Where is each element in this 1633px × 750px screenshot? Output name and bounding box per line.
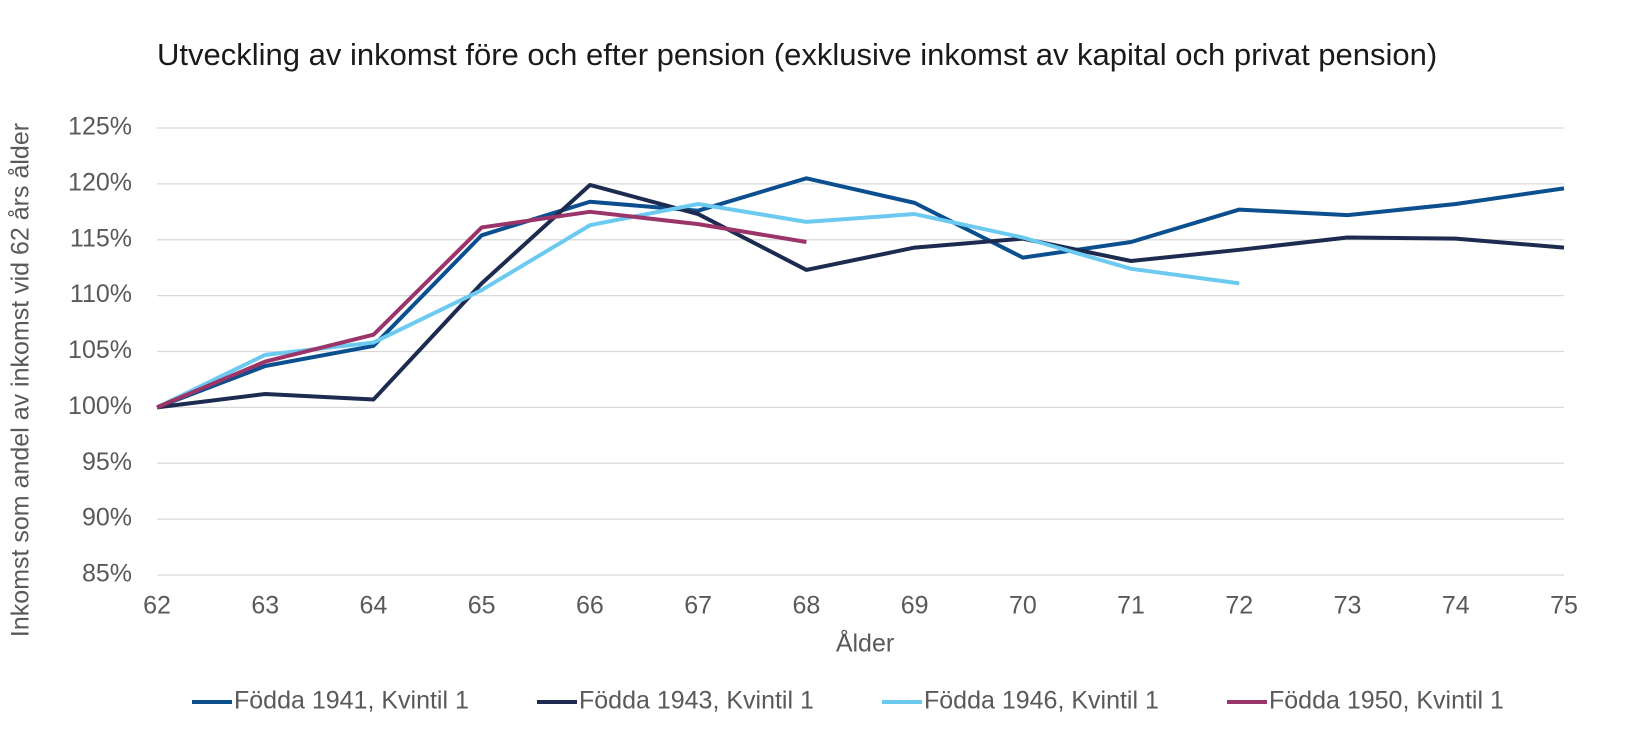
series-line <box>156 182 1565 410</box>
y-tick-label: 100% <box>68 392 132 420</box>
y-tick-label: 85% <box>82 560 132 588</box>
x-tick-label: 63 <box>251 592 279 620</box>
x-tick-label: 74 <box>1442 592 1470 620</box>
y-tick-label: 95% <box>82 448 132 476</box>
y-tick-label: 90% <box>82 504 132 532</box>
y-tick-label: 125% <box>68 113 132 141</box>
x-tick-label: 67 <box>684 592 712 620</box>
chart-title: Utveckling av inkomst före och efter pen… <box>157 37 1437 72</box>
x-tick-label: 75 <box>1550 592 1578 620</box>
legend-label: Födda 1941, Kvintil 1 <box>234 687 469 715</box>
x-tick-label: 64 <box>360 592 388 620</box>
x-tick-label: 73 <box>1334 592 1362 620</box>
x-tick-label: 66 <box>576 592 604 620</box>
series-line <box>156 176 1565 410</box>
x-axis-label: Ålder <box>836 628 894 658</box>
x-tick-label: 69 <box>901 592 929 620</box>
y-tick-label: 115% <box>70 224 132 252</box>
x-tick-label: 65 <box>468 592 496 620</box>
x-tick-label: 70 <box>1009 592 1037 620</box>
legend-label: Födda 1943, Kvintil 1 <box>579 687 814 715</box>
x-tick-label: 72 <box>1225 592 1253 620</box>
x-tick-label: 71 <box>1117 592 1145 620</box>
x-tick-label: 62 <box>143 592 171 620</box>
series-line <box>156 209 807 410</box>
legend-label: Födda 1950, Kvintil 1 <box>1269 687 1504 715</box>
y-axis-label: Inkomst som andel av inkomst vid 62 års … <box>7 123 35 637</box>
legend-label: Födda 1946, Kvintil 1 <box>924 687 1159 715</box>
y-tick-label: 120% <box>68 168 132 196</box>
series-line <box>156 201 1240 410</box>
y-tick-label: 105% <box>68 336 132 364</box>
x-tick-label: 68 <box>792 592 820 620</box>
y-tick-label: 110% <box>70 280 132 308</box>
